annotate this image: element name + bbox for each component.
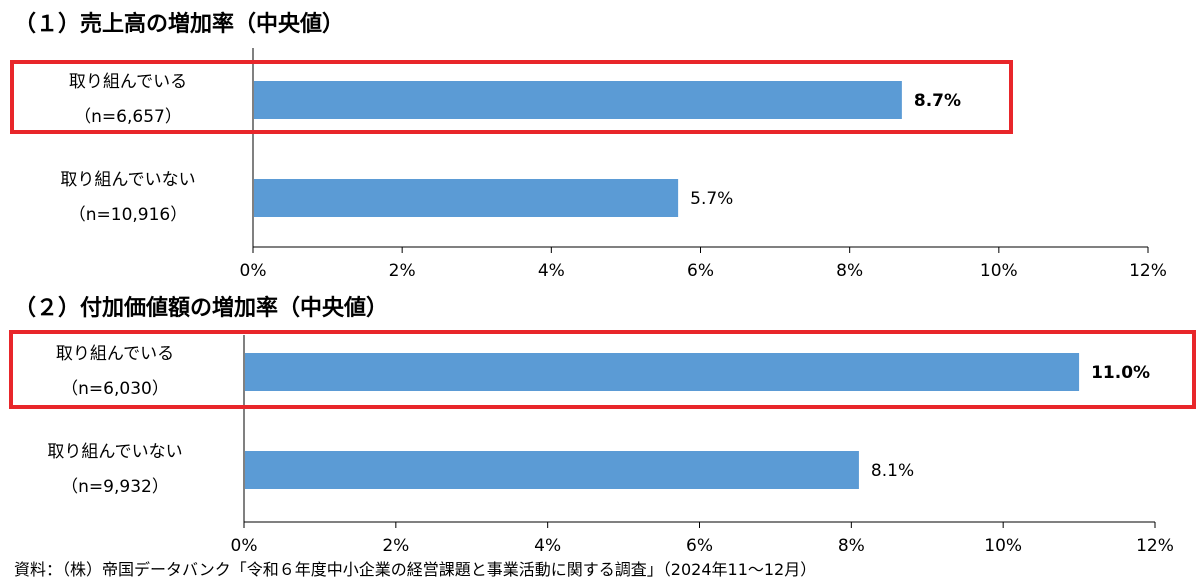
bar bbox=[254, 81, 902, 119]
x-tick-label: 4% bbox=[538, 261, 565, 281]
source-note: 資料：（株）帝国データバンク「令和６年度中小企業の経営課題と事業活動に関する調査… bbox=[14, 560, 817, 579]
x-tick-label: 0% bbox=[240, 261, 267, 281]
x-tick-label: 6% bbox=[687, 261, 714, 281]
x-tick-label: 10% bbox=[984, 536, 1022, 556]
sample-size-label: （n=6,030） bbox=[61, 379, 169, 399]
x-tick-label: 8% bbox=[836, 261, 863, 281]
category-label: 取り組んでいない bbox=[60, 170, 195, 190]
x-tick-label: 12% bbox=[1136, 536, 1174, 556]
x-tick-label: 12% bbox=[1129, 261, 1167, 281]
data-label: 8.1% bbox=[871, 461, 914, 481]
bar bbox=[245, 353, 1080, 391]
category-label: 取り組んでいる bbox=[56, 344, 174, 364]
highlight-frame bbox=[9, 330, 1196, 409]
bar bbox=[254, 179, 679, 217]
sample-size-label: （n=6,657） bbox=[74, 107, 182, 127]
x-tick-label: 0% bbox=[231, 536, 258, 556]
chart-1-title: （１）売上高の増加率（中央値） bbox=[14, 12, 345, 37]
highlight-frame bbox=[10, 60, 1013, 134]
data-label: 11.0% bbox=[1091, 363, 1150, 383]
x-tick-label: 6% bbox=[686, 536, 713, 556]
x-tick-label: 8% bbox=[838, 536, 865, 556]
data-label: 8.7% bbox=[914, 91, 961, 111]
x-tick-label: 10% bbox=[980, 261, 1018, 281]
x-tick-label: 4% bbox=[534, 536, 561, 556]
bar bbox=[245, 451, 859, 489]
sample-size-label: （n=10,916） bbox=[69, 205, 188, 225]
chart-1-sales-growth: 0% 2% 4% 6% 8% 10% 12% 8.7% 取り組んでいる （n=6,657） 5.7%… bbox=[10, 48, 1167, 281]
category-label: 取り組んでいない bbox=[47, 442, 182, 462]
chart-2-title: （２）付加価値額の増加率（中央値） bbox=[14, 296, 389, 321]
data-label: 5.7% bbox=[690, 189, 733, 209]
chart-2-value-added-growth: 0% 2% 4% 6% 8% 10% 12% 11.0% 取り組んでいる （n=6,030） 8.1… bbox=[9, 330, 1196, 556]
sample-size-label: （n=9,932） bbox=[61, 477, 169, 497]
x-tick-label: 2% bbox=[389, 261, 416, 281]
x-tick-label: 2% bbox=[382, 536, 409, 556]
category-label: 取り組んでいる bbox=[69, 72, 187, 92]
